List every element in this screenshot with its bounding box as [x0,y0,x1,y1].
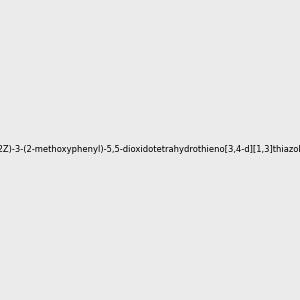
Text: 2-(4-methoxyphenyl)-N-[(2Z)-3-(2-methoxyphenyl)-5,5-dioxidotetrahydrothieno[3,4-: 2-(4-methoxyphenyl)-N-[(2Z)-3-(2-methoxy… [0,146,300,154]
